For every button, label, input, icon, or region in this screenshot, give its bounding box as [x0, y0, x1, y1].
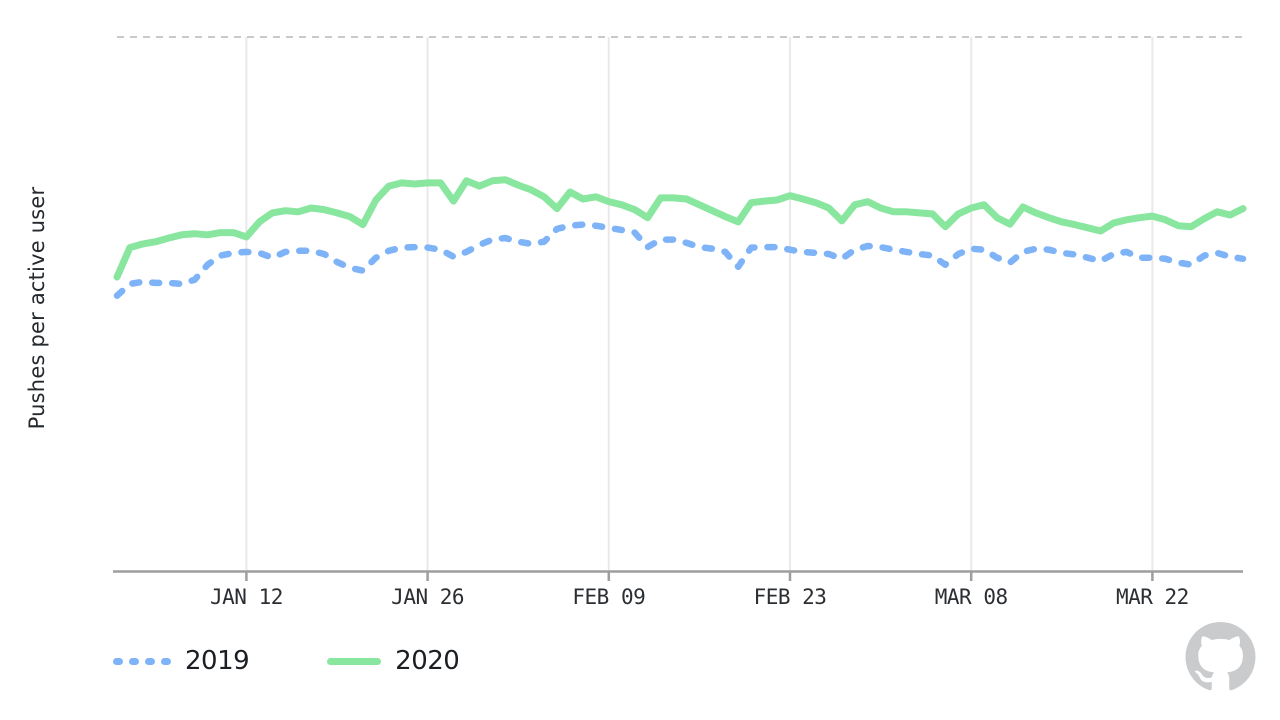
series-line-2019	[113, 221, 1247, 299]
legend-swatch-2019-dashed-line	[113, 657, 171, 665]
x-tick-label-mar-22: MAR 22	[1115, 585, 1189, 609]
x-tick-label-jan-26: JAN 26	[391, 585, 465, 609]
x-tick-label-feb-23: FEB 23	[753, 585, 827, 609]
legend-swatch-2020-solid-line	[327, 657, 382, 665]
x-tick-label-mar-08: MAR 08	[934, 585, 1008, 609]
legend-item-2020: 2020	[327, 646, 460, 676]
legend-item-2019: 2019	[113, 646, 250, 676]
legend-label-2020: 2020	[395, 646, 460, 676]
chart-plot-area	[113, 36, 1247, 581]
x-tick-label-jan-12: JAN 12	[209, 585, 283, 609]
legend-label-2019: 2019	[185, 646, 250, 676]
x-tick-label-feb-09: FEB 09	[572, 585, 646, 609]
github-logo-icon	[1185, 622, 1256, 691]
series-line-2020	[113, 176, 1247, 281]
chart-legend: 2019 2020	[113, 644, 460, 678]
